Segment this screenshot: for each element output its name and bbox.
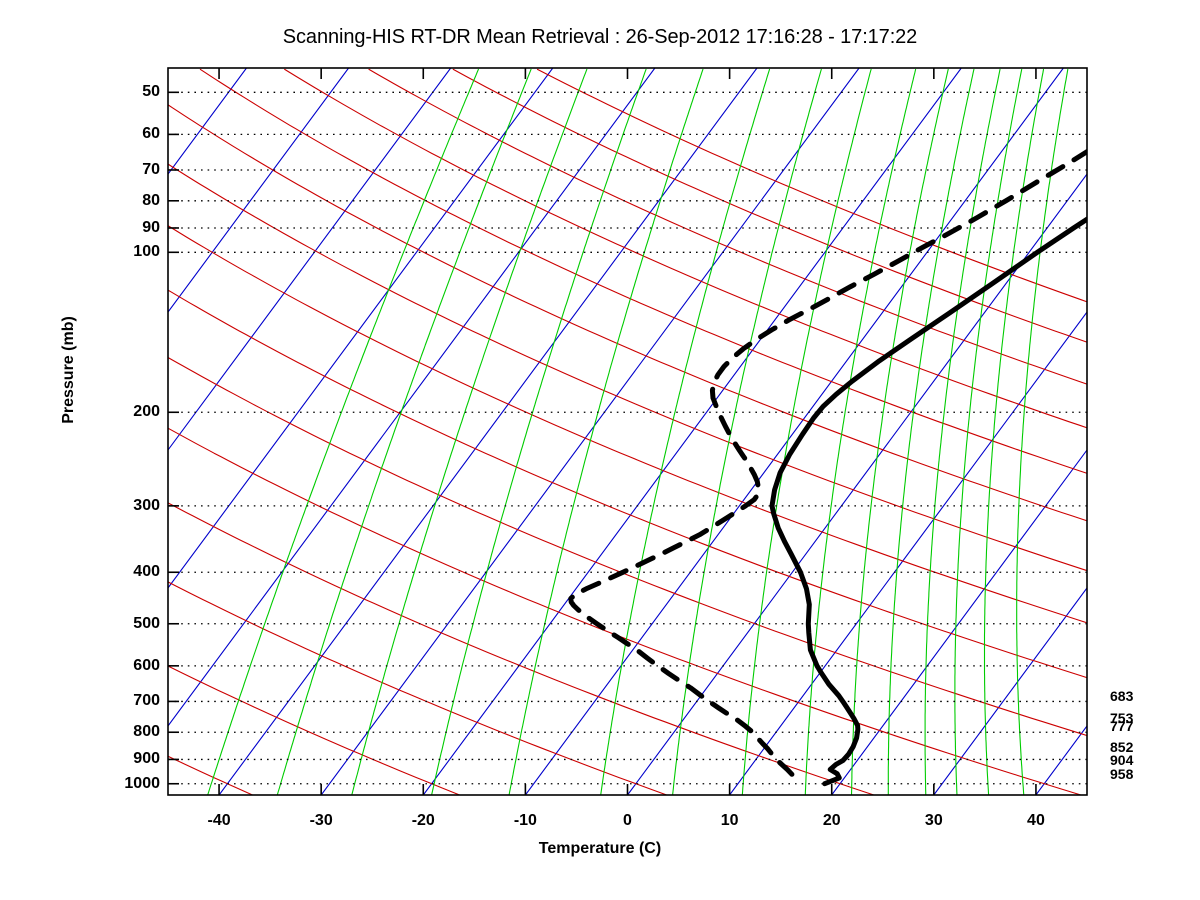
y-tick-label: 1000: [124, 774, 160, 792]
y-tick-label: 500: [133, 614, 160, 632]
plot-frame: [167, 67, 1088, 796]
axis-ticks: [168, 68, 1037, 795]
right-pressure-label: 753: [1110, 710, 1134, 727]
x-tick-label: 10: [720, 812, 739, 829]
x-tick-label: 30: [924, 812, 943, 829]
x-tick-label: -40: [207, 812, 231, 829]
y-tick-label: 800: [133, 723, 160, 741]
mixing-ratio-line: [954, 68, 1023, 795]
y-tick-label: 60: [142, 125, 160, 143]
mixing-ratio-line: [431, 68, 647, 795]
dry-adiabat-line: [536, 68, 1087, 303]
right-pressure-label: 852: [1110, 738, 1134, 755]
x-tick-label: 40: [1027, 812, 1045, 829]
isotherm-line: [168, 68, 452, 451]
isotherm-line: [168, 68, 350, 313]
dry-adiabat-line: [452, 68, 1087, 343]
dry-adiabat-line: [168, 427, 1082, 795]
dry-adiabat-line: [168, 225, 1087, 624]
y-tick-label: 100: [133, 243, 160, 261]
x-tick-label: 20: [822, 812, 841, 829]
right-pressure-label: 904: [1110, 752, 1134, 769]
mixing-ratio-line: [850, 68, 949, 795]
y-tick-label: 400: [133, 563, 160, 581]
isotherm-line: [422, 68, 962, 795]
dry-adiabat-line: [168, 289, 1087, 679]
x-tick-label: -10: [513, 812, 537, 829]
x-tick-label: -30: [309, 812, 333, 829]
x-tick-label: 0: [623, 812, 632, 829]
y-tick-label: 700: [133, 692, 160, 710]
right-pressure-label: 683: [1110, 687, 1134, 704]
y-tick-label: 70: [142, 160, 160, 178]
dry-adiabat-line: [168, 104, 1087, 522]
mixing-ratio-line: [741, 68, 872, 795]
mixing-ratio-line: [887, 68, 975, 795]
y-tick-label: 300: [133, 496, 160, 514]
y-tick-label: 50: [142, 83, 160, 101]
dry-adiabat-line: [168, 502, 875, 795]
dry-adiabat-line: [368, 68, 1087, 385]
isobar-gridlines: [168, 91, 1087, 785]
dry-adiabat-line: [168, 163, 1087, 572]
isotherm-line: [320, 68, 860, 795]
x-axis-title: Temperature (C): [538, 840, 662, 857]
right-pressure-label: 777: [1110, 717, 1134, 734]
y-tick-label: 200: [133, 403, 160, 421]
page-title: Scanning-HIS RT-DR Mean Retrieval : 26-S…: [282, 26, 918, 48]
mixing-ratio-line: [207, 68, 479, 795]
x-tick-label: -20: [411, 812, 435, 829]
mixing-ratio-line: [804, 68, 917, 795]
dry-adiabat-line: [0, 69, 45, 795]
mixing-ratio-line: [276, 68, 532, 795]
y-tick-label: 600: [133, 656, 160, 674]
dry-adiabat-line: [284, 68, 1087, 429]
isotherm-line: [524, 68, 1064, 795]
dry-adiabat-line: [168, 581, 668, 795]
isotherm-line: [933, 587, 1087, 795]
mixing-ratio-line: [600, 68, 771, 795]
y-tick-label: 80: [142, 191, 160, 209]
mixing-ratio-line: [924, 68, 1001, 795]
isotherm-line: [218, 68, 758, 795]
right-pressure-label: 958: [1110, 765, 1134, 782]
y-tick-label: 900: [133, 750, 160, 768]
isotherm-line: [0, 68, 42, 795]
mixing-ratio-line: [1016, 68, 1069, 795]
dewpoint-trace: [568, 148, 1087, 777]
y-axis-title: Pressure (mb): [60, 316, 77, 424]
y-tick-label: 90: [142, 218, 160, 236]
background-grid-lines: [0, 68, 1087, 795]
isotherm-line: [168, 68, 656, 727]
temperature-trace: [769, 216, 1087, 787]
mixing-ratio-line: [508, 68, 704, 795]
dry-adiabat-line: [168, 665, 461, 795]
dry-adiabat-line: [168, 356, 1087, 737]
plot-background: [168, 68, 1087, 795]
sounding-traces: [568, 148, 1087, 787]
isotherm-line: [831, 449, 1087, 795]
mixing-ratio-line: [351, 68, 588, 795]
isotherm-line: [168, 68, 554, 589]
